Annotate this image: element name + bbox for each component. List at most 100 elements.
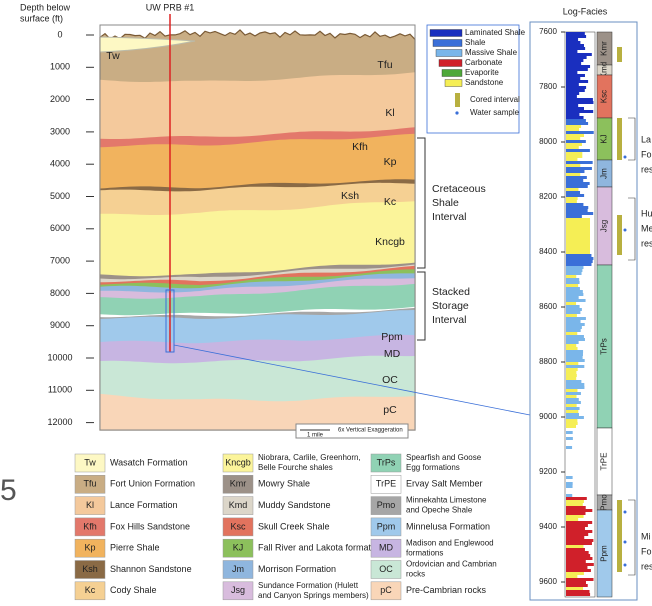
- log-bar: [566, 362, 578, 365]
- log-bar: [566, 407, 580, 410]
- bracket-label: Stacked: [432, 286, 470, 298]
- log-bar: [566, 239, 590, 242]
- log-title: Log-Facies: [563, 6, 608, 16]
- log-bar: [566, 71, 577, 74]
- log-bar: [566, 389, 577, 392]
- legend-name: formations: [406, 548, 443, 557]
- log-bar: [566, 293, 583, 296]
- log-bar: [566, 128, 579, 131]
- log-bar: [566, 587, 583, 590]
- legend-name: Cody Shale: [110, 585, 157, 595]
- note-text: res: [641, 164, 652, 174]
- log-bar: [566, 53, 592, 56]
- legend-name: Spearfish and Goose: [406, 453, 482, 462]
- legend-name: Egg formations: [406, 463, 460, 472]
- log-bar: [566, 521, 592, 524]
- log-bar: [566, 440, 576, 443]
- cored-interval: [617, 118, 622, 160]
- well-label: UW PRB #1: [146, 2, 195, 12]
- log-depth-label: 9200: [539, 467, 557, 476]
- log-bar: [566, 200, 577, 203]
- legend-code: MD: [379, 543, 393, 553]
- depth-tick-label: 2000: [50, 94, 70, 104]
- exaggeration: 6x Vertical Exaggeration: [338, 428, 403, 434]
- legend-name: Fall River and Lakota formations: [258, 543, 388, 553]
- log-depth-label: 8200: [539, 192, 557, 201]
- legend-name: Fort Union Formation: [110, 479, 195, 489]
- log-bar: [566, 176, 587, 179]
- legend-swatch: [430, 30, 462, 37]
- log-bar: [566, 323, 585, 326]
- log-bar: [566, 95, 577, 98]
- log-bar: [566, 143, 582, 146]
- log-bar: [566, 545, 583, 548]
- log-bar: [566, 269, 582, 272]
- formation-code: Jm: [600, 168, 609, 179]
- log-bar: [566, 428, 577, 431]
- log-bar: [566, 470, 574, 473]
- legend-code: Kp: [84, 543, 95, 553]
- formation-label: Kl: [385, 107, 394, 119]
- depth-tick-label: 1000: [50, 62, 70, 72]
- log-bar: [566, 155, 582, 158]
- legend-name: rocks: [406, 570, 425, 579]
- formation-code: Jsg: [600, 220, 609, 232]
- legend-name: Pierre Shale: [110, 543, 160, 553]
- legend-code: Tw: [84, 457, 96, 467]
- bracket: [417, 138, 425, 268]
- legend-code: Ksc: [230, 521, 246, 531]
- note-text: Fo: [641, 149, 652, 159]
- log-bar: [566, 230, 590, 233]
- log-bar: [566, 284, 578, 287]
- bracket-label: Shale: [432, 197, 459, 209]
- log-bar: [566, 335, 584, 338]
- log-bar: [566, 188, 578, 191]
- legend-label: Shale: [465, 38, 486, 47]
- note-text: Fo: [641, 546, 652, 556]
- log-depth-label: 9600: [539, 577, 557, 586]
- log-bar: [566, 359, 585, 362]
- formation-code: TrPE: [600, 453, 609, 471]
- formation-code: Ksc: [600, 90, 609, 103]
- log-bar: [566, 158, 577, 161]
- legend-code: Kmd: [229, 500, 248, 510]
- bracket: [417, 272, 425, 340]
- log-bar: [566, 569, 591, 572]
- log-bar: [566, 347, 578, 350]
- legend-name: Minnelusa Formation: [406, 521, 490, 531]
- log-bar: [566, 149, 590, 152]
- log-bar: [566, 194, 584, 197]
- log-bar: [566, 371, 576, 374]
- log-bar: [566, 326, 582, 329]
- legend-code: TrPs: [377, 457, 396, 467]
- legend-name: Madison and Englewood: [406, 538, 494, 547]
- log-bar: [566, 584, 588, 587]
- log-bar: [566, 224, 590, 227]
- note-text: Hu: [641, 208, 652, 218]
- log-depth-label: 8400: [539, 247, 557, 256]
- log-bar: [566, 383, 584, 386]
- log-bar: [566, 458, 575, 461]
- log-depth-label: 8600: [539, 302, 557, 311]
- log-bar: [566, 500, 584, 503]
- legend-name: Ordovician and Cambrian: [406, 560, 497, 569]
- log-bar: [566, 173, 580, 176]
- log-bar: [566, 68, 588, 71]
- log-bar: [566, 452, 576, 455]
- log-bar: [566, 65, 590, 68]
- log-bar: [566, 179, 583, 182]
- formation-label: Ksh: [341, 190, 359, 202]
- log-bar: [566, 437, 573, 440]
- log-depth-label: 7800: [539, 82, 557, 91]
- cored-interval: [617, 47, 622, 62]
- formation-label: Tfu: [377, 59, 392, 71]
- legend-label: Water sample: [470, 108, 520, 117]
- log-bar: [566, 107, 584, 110]
- log-bar: [566, 131, 594, 134]
- log-bar: [566, 560, 586, 563]
- log-bar: [566, 86, 586, 89]
- legend-code: Kmr: [230, 479, 247, 489]
- cored-interval: [617, 500, 622, 572]
- log-bar: [566, 464, 578, 467]
- log-bar: [566, 548, 585, 551]
